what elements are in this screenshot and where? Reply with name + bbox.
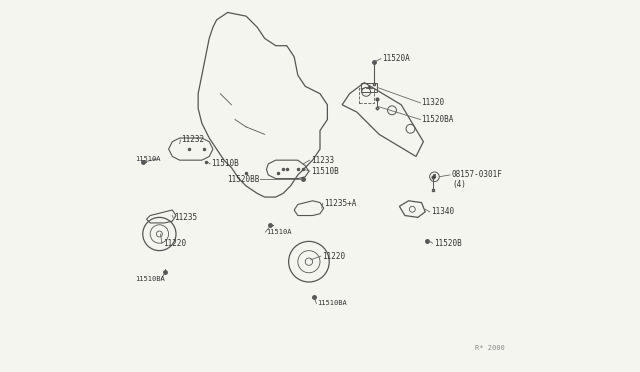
Text: 11520B: 11520B bbox=[434, 239, 461, 248]
Text: 11233: 11233 bbox=[311, 155, 334, 165]
Text: 11520BA: 11520BA bbox=[422, 115, 454, 124]
Text: 11510B: 11510B bbox=[211, 159, 239, 169]
Text: 11520BB: 11520BB bbox=[227, 175, 259, 184]
Text: 11510A: 11510A bbox=[266, 229, 292, 235]
Text: B: B bbox=[433, 174, 436, 179]
Text: 11220: 11220 bbox=[163, 239, 186, 248]
Text: 11510BA: 11510BA bbox=[317, 301, 347, 307]
Bar bbox=[360, 83, 377, 92]
Text: 11235+A: 11235+A bbox=[324, 199, 356, 208]
Text: 11232: 11232 bbox=[182, 135, 205, 144]
Text: 11320: 11320 bbox=[422, 99, 445, 108]
Text: 08157-0301F: 08157-0301F bbox=[451, 170, 502, 179]
Text: 11510A: 11510A bbox=[136, 156, 161, 162]
Text: 11510BA: 11510BA bbox=[136, 276, 165, 282]
Text: 11520A: 11520A bbox=[382, 54, 410, 63]
Text: 11340: 11340 bbox=[431, 207, 454, 217]
Bar bbox=[359, 88, 374, 103]
Text: 11235: 11235 bbox=[174, 213, 197, 222]
Text: 11220: 11220 bbox=[322, 251, 345, 261]
Text: 11510B: 11510B bbox=[311, 167, 339, 176]
Text: (4): (4) bbox=[452, 180, 466, 189]
Text: R* 2000: R* 2000 bbox=[475, 346, 505, 352]
